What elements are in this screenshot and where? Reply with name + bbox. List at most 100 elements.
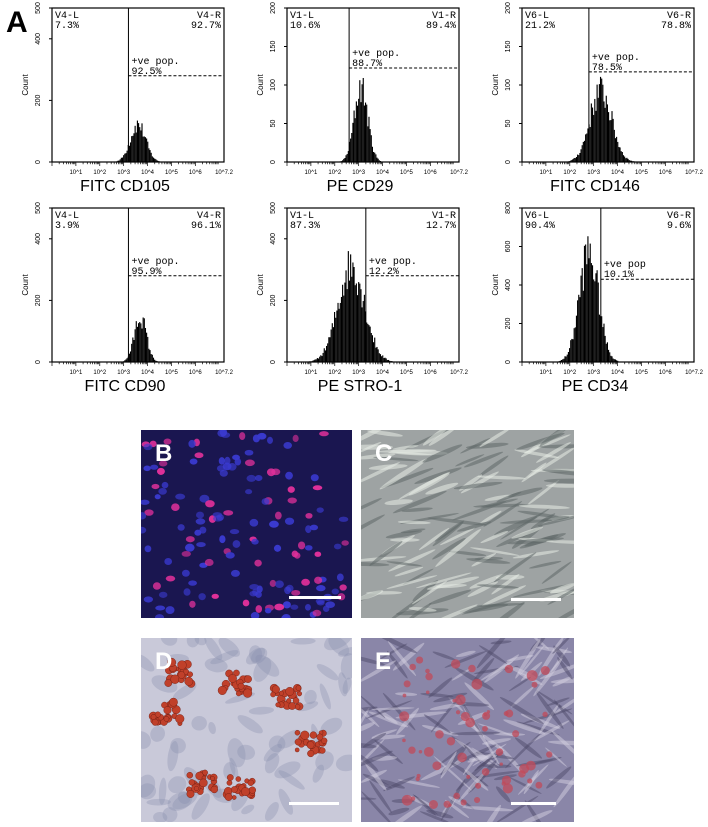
y-tick-label: 0 [270,360,277,364]
calcium-deposit [535,781,543,789]
nucleus [219,469,228,477]
histogram-bar [133,133,135,162]
cell [455,454,485,467]
histogram-bar [573,157,575,162]
histogram-bar [322,352,324,362]
calcium-deposit [499,762,503,766]
histogram-bar [601,78,603,162]
cell [451,731,500,736]
histogram-bar [359,80,361,162]
histogram-bar [141,328,143,362]
cell [412,794,438,815]
positive-pop-label: +ve pop. [592,53,640,64]
histogram-bar [565,356,567,362]
cell [482,804,502,822]
x-tick-label: 10^3 [117,370,130,376]
histogram-bar [125,359,127,362]
histogram-bar [317,358,320,362]
cell [537,512,574,527]
histogram-bar [599,76,602,162]
nucleus [246,474,257,482]
histogram-bar [124,360,126,362]
histogram-bar [609,120,611,162]
histogram-bar [597,97,599,162]
gate-right-percent: 78.8% [661,21,691,32]
histogram-bar [351,132,353,162]
cell [278,788,294,815]
histogram-bar [353,267,355,362]
histogram-bar [567,351,570,362]
nucleus [301,578,310,586]
histogram-bar [352,122,354,162]
histogram-bar [363,105,365,162]
nucleus [312,609,322,617]
histogram-bar [583,245,586,362]
lipid-droplet [186,790,195,798]
cell [454,667,494,691]
cell [506,655,534,662]
panel-c-scale-bar [511,598,561,601]
lipid-droplet [294,730,301,736]
histogram-bar [331,323,333,362]
histogram-bar [126,358,128,362]
nucleus [319,431,329,437]
nucleus [165,606,175,615]
histogram-bar [155,360,157,362]
nucleus [164,558,173,566]
calcium-deposit [526,670,538,682]
nucleus [211,593,219,599]
cell [379,458,428,490]
histogram-bar [563,358,565,362]
nucleus [254,474,263,482]
histogram-bar [350,138,352,162]
histogram-bar [628,160,630,162]
calcium-deposit [402,693,407,698]
cell [458,770,487,803]
nucleus [274,511,282,520]
cell [510,686,535,708]
cell [553,699,574,732]
histogram-bar [121,157,124,162]
positive-pop-percent: 88.7% [352,59,382,70]
cell [422,444,463,463]
histogram-bar [369,326,371,362]
nucleus [269,520,279,528]
nucleus [312,485,323,491]
nucleus [249,584,260,590]
cell [507,537,564,545]
cell [453,481,503,490]
nucleus [338,516,349,522]
histogram-bar [390,361,392,362]
lipid-droplet [231,795,237,800]
cell [466,558,511,564]
nucleus [284,517,295,525]
cell [439,527,476,546]
calcium-deposit [482,725,488,732]
y-tick-label: 100 [505,79,512,91]
cell [328,638,350,656]
histogram-bar [595,110,597,162]
lipid-droplet [186,771,194,779]
calcium-deposit [432,761,442,771]
cell [162,807,178,822]
cell [518,810,553,822]
histogram-bar [124,153,126,162]
x-tick-label: 10^1 [539,170,552,176]
gate-left-percent: 3.9% [55,221,79,232]
histogram-bar [149,150,151,162]
cell [533,658,563,697]
calcium-deposit [471,678,483,690]
histogram-bar [134,329,136,362]
gate-left-percent: 10.6% [290,21,320,32]
histogram-svg: 0 200 400 600 800 Count 10^1 10^2 10^3 10^4 10^5 10… [491,202,704,376]
cell [435,528,482,567]
histogram-bar [337,302,339,362]
histogram-bar [328,337,330,362]
cell [389,538,420,542]
lipid-droplet [275,702,281,708]
histogram-bar [620,151,622,162]
x-tick-label: 10^2 [93,370,106,376]
histogram-bar [601,316,603,362]
histogram-bar [334,311,336,362]
lipid-droplet [307,750,315,758]
